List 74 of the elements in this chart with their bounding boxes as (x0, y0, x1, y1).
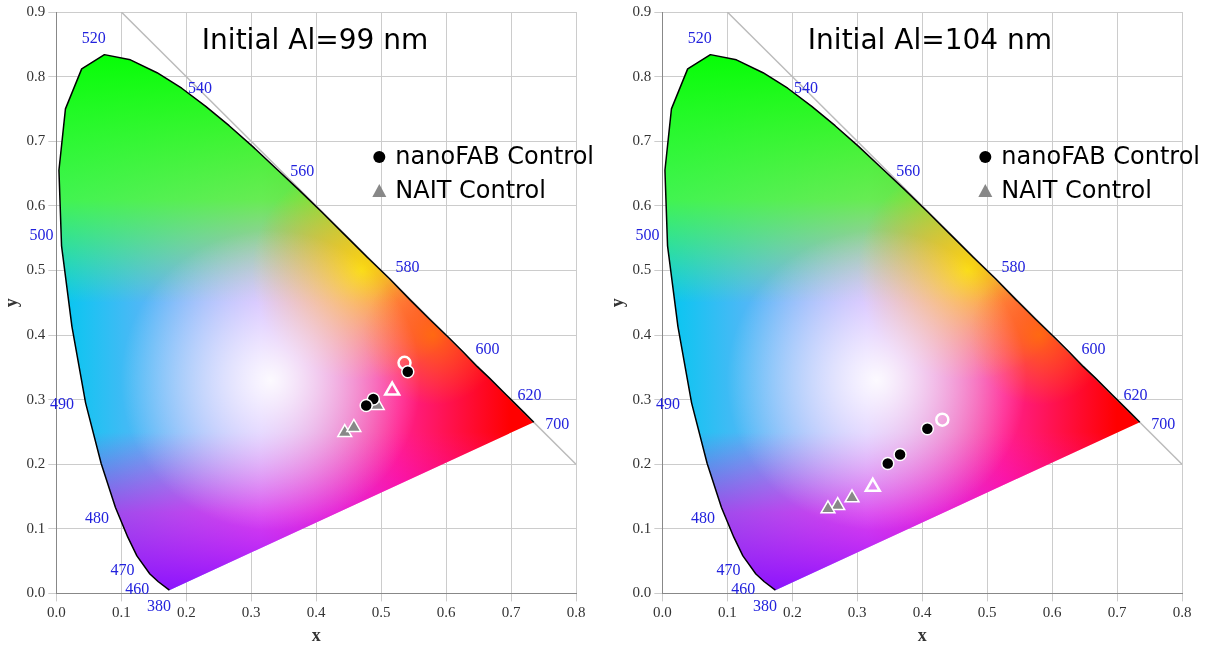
y-tick-label: 0.8 (632, 67, 652, 84)
annotation: 480 (691, 509, 716, 527)
x-tick-label: 0.3 (241, 604, 261, 621)
annotation: 490 (50, 395, 75, 413)
x-tick-label: 0.5 (977, 604, 997, 621)
x-tick-label: 0.0 (652, 604, 672, 621)
annotation: 580 (1001, 257, 1026, 275)
y-tick-label: 0.5 (26, 261, 46, 278)
chart-title: Initial Al=99 nm (201, 23, 429, 57)
annotation: 380 (753, 596, 778, 614)
annotation: 700 (545, 415, 570, 433)
y-tick-label: 0.6 (26, 196, 46, 213)
y-tick-label: 0.7 (632, 132, 652, 149)
annotation: 490 (656, 395, 681, 413)
annotation: 480 (85, 509, 110, 527)
y-tick-label: 0.2 (26, 455, 46, 472)
y-tick-label: 0.3 (26, 390, 46, 407)
annotation: 460 (125, 579, 150, 597)
legend-label: nanoFAB Control (395, 142, 595, 171)
annotation: 600 (1081, 340, 1106, 358)
y-tick-label: 0.4 (632, 325, 652, 342)
y-tick-label: 0.0 (632, 584, 652, 601)
x-tick-label: 0.5 (371, 604, 391, 621)
annotation: 540 (187, 78, 212, 96)
legend-label: NAIT Control (1001, 176, 1152, 205)
y-tick-label: 0.9 (632, 2, 652, 19)
x-tick-label: 0.4 (306, 604, 327, 621)
annotation: 700 (1151, 415, 1176, 433)
annotation: 620 (1123, 385, 1148, 403)
y-tick-label: 0.9 (26, 2, 46, 19)
annotation: 470 (110, 560, 135, 578)
y-tick-label: 0.7 (26, 132, 46, 149)
y-axis-title: y (607, 298, 628, 308)
x-tick-label: 0.1 (717, 604, 737, 621)
annotation: 500 (29, 226, 54, 244)
x-tick-label: 0.2 (782, 604, 802, 621)
annotation: 560 (290, 162, 315, 180)
y-tick-label: 0.6 (632, 196, 652, 213)
x-tick-label: 0.3 (847, 604, 867, 621)
x-tick-label: 0.8 (566, 604, 586, 621)
legend-label: NAIT Control (395, 176, 546, 205)
annotation: 620 (517, 385, 542, 403)
y-tick-label: 0.5 (632, 261, 652, 278)
annotation: 600 (475, 340, 500, 358)
y-axis-title: y (1, 298, 22, 308)
x-tick-label: 0.0 (46, 604, 66, 621)
y-tick-label: 0.4 (26, 325, 46, 342)
x-tick-label: 0.8 (1172, 604, 1192, 621)
x-axis-title: x (311, 624, 321, 645)
annotation: 460 (731, 579, 756, 597)
legend-label: nanoFAB Control (1001, 142, 1201, 171)
x-tick-label: 0.6 (1042, 604, 1062, 621)
x-tick-label: 0.2 (176, 604, 196, 621)
annotation: 580 (395, 257, 420, 275)
x-tick-label: 0.1 (111, 604, 131, 621)
annotation: 380 (147, 596, 172, 614)
x-tick-label: 0.7 (501, 604, 521, 621)
x-tick-label: 0.4 (912, 604, 933, 621)
y-tick-label: 0.1 (632, 519, 652, 536)
y-tick-label: 0.0 (26, 584, 46, 601)
annotation: 560 (896, 162, 921, 180)
y-tick-label: 0.3 (632, 390, 652, 407)
y-tick-label: 0.8 (26, 67, 46, 84)
y-tick-label: 0.1 (26, 519, 46, 536)
annotation: 500 (635, 226, 660, 244)
annotation: 470 (716, 560, 741, 578)
annotation: 520 (81, 28, 106, 46)
annotation: 520 (687, 28, 712, 46)
x-tick-label: 0.7 (1107, 604, 1127, 621)
chart-title: Initial Al=104 nm (807, 23, 1052, 57)
x-axis-title: x (917, 624, 927, 645)
y-tick-label: 0.2 (632, 455, 652, 472)
annotation: 540 (793, 78, 818, 96)
x-tick-label: 0.6 (436, 604, 456, 621)
